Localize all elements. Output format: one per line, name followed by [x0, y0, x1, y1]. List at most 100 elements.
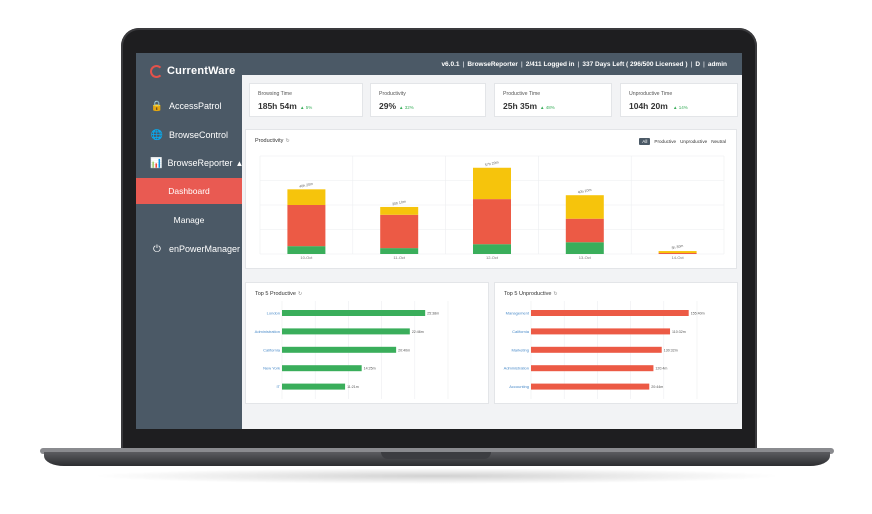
top5-productive-panel: Top 5 Productive ↻ London 25:38m Administra…	[245, 282, 489, 404]
filter-all-button[interactable]: All	[639, 138, 651, 145]
stat-delta: ▲ 32%	[399, 105, 414, 110]
license-status[interactable]: 337 Days Left ( 296/500 Licensed )	[582, 60, 688, 68]
sidebar-subitem-dashboard[interactable]: Dashboard	[136, 178, 242, 204]
bar-value-label: 155:40m	[691, 312, 705, 316]
chart-icon: 📊	[150, 157, 163, 169]
top5-productive-chart: London 25:38m Administration 22:46m Californ…	[255, 301, 449, 399]
bar-value-label: 22:46m	[412, 330, 424, 334]
sidebar-subitem-label: Manage	[173, 215, 205, 225]
bar-total-label: 30h 10m	[392, 200, 407, 207]
x-tick-label: 14-Oct	[672, 255, 685, 260]
currentware-logo-icon	[150, 64, 163, 78]
bar-segment-neutral	[565, 195, 604, 219]
x-tick-label: 11-Oct	[393, 255, 406, 260]
stat-value: 25h 35m	[503, 101, 538, 111]
stat-card-unproductive-time: Unproductive Time 104h 20m ▲ 14%	[620, 83, 738, 117]
top5-unproductive-title: Top 5 Unproductive	[504, 291, 552, 297]
module-label[interactable]: BrowseReporter	[467, 60, 518, 68]
stat-value: 104h 20m	[629, 101, 668, 111]
laptop-shadow	[90, 468, 784, 484]
bar-segment-neutral	[473, 167, 511, 200]
bar-value-label: 110:32m	[672, 330, 686, 334]
sidebar-item-browsereporter[interactable]: 📊 BrowseReporter ▲	[136, 150, 244, 176]
sidebar-item-label: enPowerManager	[169, 244, 241, 254]
top5-unproductive-panel: Top 5 Unproductive ↻ Management 155:40m Cal…	[494, 282, 738, 404]
refresh-icon[interactable]: ↻	[285, 138, 290, 144]
bar-segment-productive	[287, 246, 326, 254]
bar-segment-neutral	[380, 206, 419, 215]
stat-delta: ▲ 48%	[540, 105, 555, 110]
sidebar-item-accesspatrol[interactable]: 🔒 AccessPatrol	[136, 93, 242, 119]
category-label: IT	[276, 384, 280, 389]
bar-segment-unproductive	[473, 199, 511, 245]
top-bar: v6.0.1 | BrowseReporter | 2/411 Logged in |…	[242, 53, 742, 75]
stat-card-productivity: Productivity 29% ▲ 32%	[370, 83, 486, 117]
horizontal-bar	[282, 383, 346, 390]
user-initial[interactable]: D	[695, 60, 701, 68]
chart-filters: All Productive Unproductive Neutral	[639, 138, 726, 145]
bar-segment-unproductive	[658, 253, 697, 254]
category-label: Administration	[504, 366, 529, 371]
productivity-panel: Productivity ↻ All Productive Unproductiv…	[245, 129, 737, 269]
bar-value-label: 20:40m	[398, 348, 410, 352]
laptop-notch	[381, 452, 491, 459]
category-label: California	[263, 347, 281, 352]
bar-value-label: 130:32m	[664, 348, 678, 352]
stat-delta: ▲ 5%	[300, 105, 313, 110]
horizontal-bar	[282, 365, 362, 372]
productivity-stacked-chart: 40h 20m 10-Oct 30h 10m 11-Oct 57h 20m 12-Oct 4…	[259, 155, 725, 260]
panel-title: Productivity ↻	[255, 138, 290, 144]
x-tick-label: 13-Oct	[579, 255, 592, 260]
sidebar: CurrentWare 🔒 AccessPatrol 🌐 BrowseContr…	[136, 53, 244, 429]
horizontal-bar	[282, 310, 426, 316]
app-screen: CurrentWare 🔒 AccessPatrol 🌐 BrowseContr…	[136, 53, 742, 429]
sidebar-item-enpowermanager[interactable]: ⏻ enPowerManager	[136, 236, 242, 262]
sidebar-item-label: BrowseControl	[169, 130, 229, 140]
bar-segment-neutral	[658, 251, 697, 254]
sidebar-item-label: BrowseReporter	[167, 158, 233, 168]
stat-label: Unproductive Time	[629, 91, 673, 97]
x-tick-label: 12-Oct	[486, 255, 499, 260]
laptop-base-edge	[40, 448, 834, 454]
sidebar-subitem-label: Dashboard	[168, 186, 210, 196]
top5-productive-title: Top 5 Productive	[255, 291, 296, 297]
stat-card-productive-time: Productive Time 25h 35m ▲ 48%	[494, 83, 612, 117]
power-icon: ⏻	[153, 243, 161, 255]
stat-label: Productivity	[379, 91, 406, 97]
bar-value-label: 120:4m	[655, 367, 667, 371]
horizontal-bar	[531, 365, 654, 372]
sidebar-item-browsecontrol[interactable]: 🌐 BrowseControl	[136, 122, 242, 148]
filter-productive-button[interactable]: Productive	[654, 139, 677, 144]
filter-unproductive-button[interactable]: Unproductive	[680, 139, 708, 144]
bar-total-label: 3h 30m	[671, 244, 684, 250]
panel-title: Top 5 Unproductive ↻	[504, 291, 558, 297]
category-label: California	[512, 329, 530, 334]
bar-value-label: 11:21m	[347, 385, 359, 389]
filter-neutral-button[interactable]: Neutral	[711, 139, 726, 144]
refresh-icon[interactable]: ↻	[297, 291, 303, 297]
stat-value: 29%	[379, 101, 397, 111]
laptop-base	[44, 452, 830, 466]
user-menu[interactable]: admin	[707, 60, 727, 68]
bar-total-label: 57h 20m	[485, 160, 500, 167]
bar-total-label: 40h 10m	[577, 188, 592, 195]
brand-name: CurrentWare	[167, 65, 236, 77]
brand-logo[interactable]: CurrentWare	[150, 62, 235, 80]
category-label: Administration	[255, 329, 280, 334]
logged-in-count[interactable]: 2/411 Logged in	[525, 60, 575, 68]
stat-delta: ▲ 14%	[673, 105, 688, 110]
chevron-up-icon: ▲	[235, 158, 244, 168]
stat-card-browsing-time: Browsing Time 185h 54m ▲ 5%	[249, 83, 363, 117]
bar-segment-neutral	[287, 189, 326, 205]
sidebar-subitem-manage[interactable]: Manage	[136, 207, 242, 233]
horizontal-bar	[282, 346, 397, 353]
category-label: Management	[506, 311, 530, 316]
bar-segment-unproductive	[565, 218, 604, 243]
category-label: London	[267, 311, 280, 316]
refresh-icon[interactable]: ↻	[553, 291, 558, 297]
bar-value-label: 20:44m	[651, 385, 663, 389]
bar-total-label: 40h 20m	[299, 182, 314, 189]
lock-icon: 🔒	[150, 100, 164, 112]
category-label: Marketing	[511, 347, 529, 352]
category-label: New York	[263, 366, 280, 371]
